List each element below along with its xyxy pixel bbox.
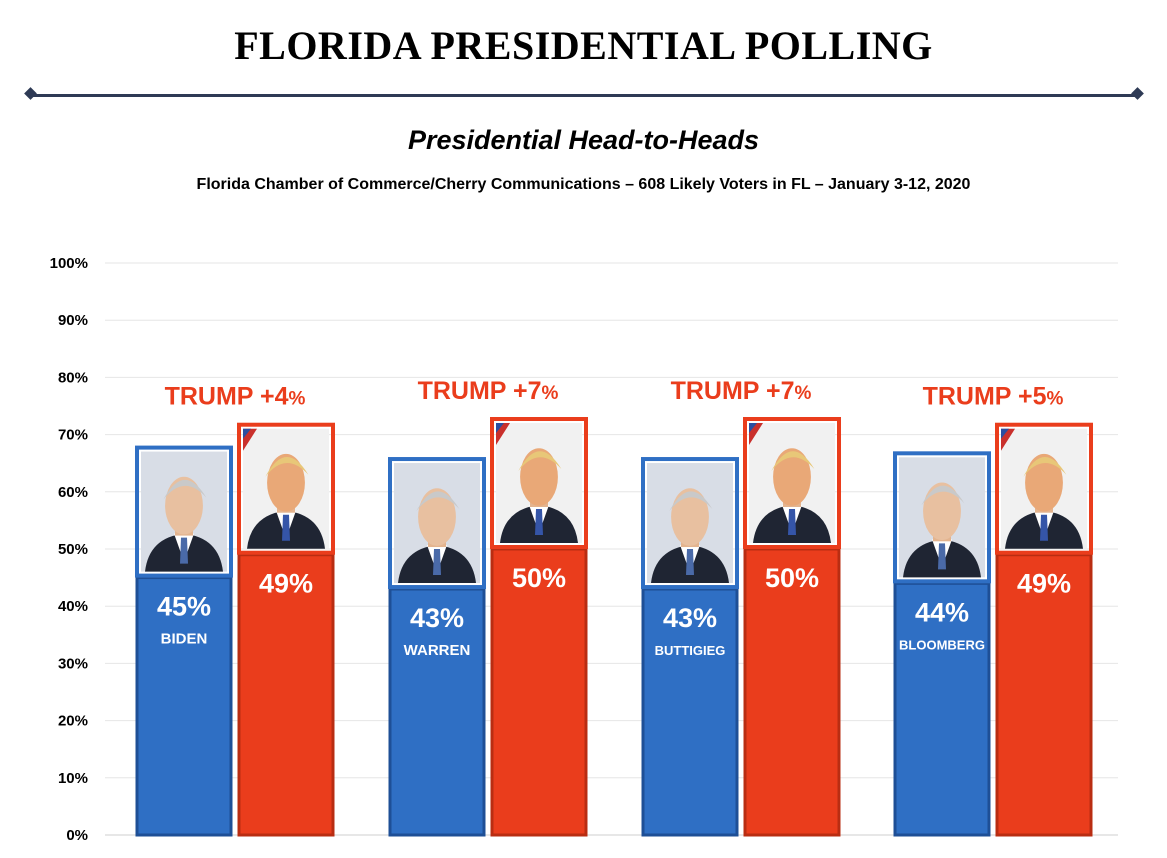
republican-bar xyxy=(743,547,841,837)
candidate-name-label: WARREN xyxy=(404,642,471,659)
y-tick-label: 20% xyxy=(58,713,88,730)
republican-photo-frame xyxy=(743,417,841,549)
trump-photo-icon xyxy=(243,428,329,549)
democrat-value-label: 44% xyxy=(915,597,969,627)
candidate-name-label: BLOOMBERG xyxy=(899,637,985,652)
democrat-value-label: 43% xyxy=(663,603,717,633)
margin-label: TRUMP +7% xyxy=(671,377,812,405)
y-tick-label: 50% xyxy=(58,541,88,558)
democrat-bar xyxy=(388,587,486,837)
title-divider xyxy=(30,94,1138,97)
republican-value-label: 49% xyxy=(259,569,313,599)
republican-bar xyxy=(490,547,588,837)
page-title: FLORIDA PRESIDENTIAL POLLING xyxy=(234,23,933,68)
trump-photo-icon xyxy=(749,423,835,543)
y-tick-label: 60% xyxy=(58,484,88,501)
republican-photo-frame xyxy=(490,417,588,549)
democrat-value-label: 43% xyxy=(410,603,464,633)
trump-photo-icon xyxy=(1001,428,1087,549)
chart-source: Florida Chamber of Commerce/Cherry Commu… xyxy=(196,176,971,193)
y-tick-label: 70% xyxy=(58,427,88,444)
republican-value-label: 50% xyxy=(512,563,566,593)
y-tick-label: 0% xyxy=(66,827,88,844)
margin-label: TRUMP +4% xyxy=(165,383,306,411)
democrat-photo-frame xyxy=(641,457,739,590)
democrat-value-label: 45% xyxy=(157,592,211,622)
margin-label: TRUMP +7% xyxy=(418,377,559,405)
y-tick-label: 30% xyxy=(58,655,88,672)
margin-label: TRUMP +5% xyxy=(923,383,1064,411)
candidate-name-label: BIDEN xyxy=(161,631,208,648)
y-tick-label: 90% xyxy=(58,312,88,329)
republican-photo-frame xyxy=(995,422,1093,555)
republican-bar xyxy=(995,553,1093,837)
warren-photo-icon xyxy=(394,463,480,584)
democrat-photo-frame xyxy=(388,457,486,590)
republican-value-label: 50% xyxy=(765,563,819,593)
candidate-name-label: BUTTIGIEG xyxy=(655,643,726,658)
democrat-photo-frame xyxy=(893,451,991,584)
bloomberg-photo-icon xyxy=(899,457,985,578)
y-tick-label: 80% xyxy=(58,369,88,386)
republican-value-label: 49% xyxy=(1017,569,1071,599)
democrat-photo-frame xyxy=(135,445,233,578)
biden-photo-icon xyxy=(141,451,227,572)
republican-photo-frame xyxy=(237,422,335,555)
y-tick-label: 100% xyxy=(50,255,88,272)
y-tick-label: 40% xyxy=(58,598,88,615)
chart-subtitle: Presidential Head-to-Heads xyxy=(407,125,760,155)
trump-photo-icon xyxy=(496,423,582,543)
democrat-bar xyxy=(641,587,739,837)
republican-bar xyxy=(237,553,335,837)
buttigieg-photo-icon xyxy=(647,463,733,584)
y-tick-label: 10% xyxy=(58,770,88,787)
